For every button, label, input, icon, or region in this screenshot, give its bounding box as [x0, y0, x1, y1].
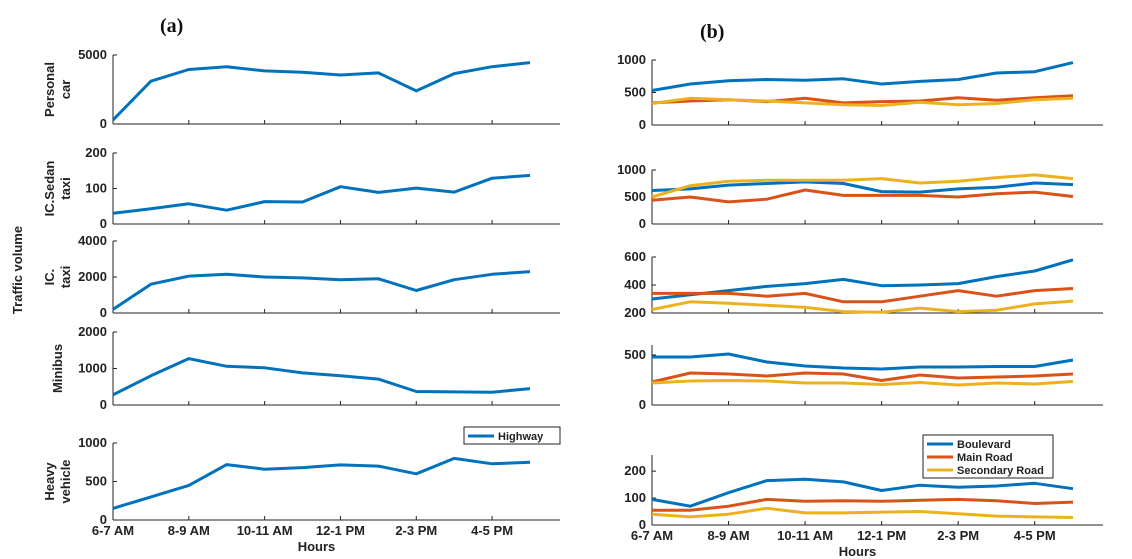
x-axis-label-a-5: Hours — [298, 539, 336, 554]
y-tick-label-b-5: 100 — [624, 490, 646, 505]
x-tick-label-a-5: 2-3 PM — [395, 523, 437, 538]
y-label-line: IC.Sedan — [42, 161, 57, 217]
x-tick-label-a-5: 12-1 PM — [316, 523, 365, 538]
x-tick-label-a-5: 8-9 AM — [168, 523, 210, 538]
y-axis-label-a-1: Personalcar — [42, 62, 73, 117]
legend-box-a-5 — [463, 426, 561, 445]
y-axis-label-a-3: IC.taxi — [42, 266, 73, 288]
series-line-highway-a-2 — [112, 173, 531, 215]
y-tick-label-b-1: 1000 — [617, 52, 646, 67]
y-tick-label-a-5: 1000 — [78, 435, 107, 450]
x-tick-label-a-5: 4-5 PM — [471, 523, 513, 538]
y-tick-label-a-1: 5000 — [78, 47, 107, 62]
y-tick-label-b-3: 200 — [624, 305, 646, 320]
y-label-line: taxi — [58, 266, 73, 288]
y-tick-label-a-1: 0 — [100, 116, 107, 131]
y-tick-label-b-1: 0 — [639, 117, 646, 132]
y-axis-label-a-5: Heavyvehicle — [42, 459, 73, 503]
y-tick-label-a-4: 0 — [100, 397, 107, 412]
series-line-main-road-b-4 — [651, 371, 1074, 384]
y-label-line: IC. — [42, 269, 57, 286]
y-label-line: taxi — [58, 177, 73, 199]
y-tick-label-a-2: 100 — [85, 181, 107, 196]
y-tick-label-a-3: 2000 — [78, 269, 107, 284]
panel-a-label: (a) — [160, 15, 183, 37]
series-line-boulevard-b-1 — [651, 61, 1074, 92]
series-line-highway-a-5 — [112, 456, 531, 510]
subplots-group: 05000Personalcar0100200IC.Sedantaxi02000… — [42, 47, 1103, 559]
y-tick-label-a-5: 500 — [85, 474, 107, 489]
series-line-boulevard-b-2 — [651, 180, 1074, 194]
y-tick-label-a-3: 4000 — [78, 233, 107, 248]
legend-label-highway: Highway — [498, 431, 544, 443]
series-line-main-road-b-3 — [652, 287, 1074, 304]
series-line-highway-a-4 — [112, 357, 531, 397]
y-tick-label-b-4: 500 — [624, 347, 646, 362]
y-tick-label-b-4: 0 — [639, 397, 646, 412]
x-tick-label-b-5: 4-5 PM — [1014, 528, 1056, 543]
y-axis-label-a-2: IC.Sedantaxi — [42, 161, 73, 217]
y-tick-label-b-5: 0 — [639, 517, 646, 532]
x-tick-label-a-5: 6-7 AM — [92, 523, 134, 538]
y-tick-label-a-4: 1000 — [78, 361, 107, 376]
legend-label-boulevard: Boulevard — [957, 439, 1011, 451]
y-tick-label-a-2: 0 — [100, 216, 107, 231]
legend-label-main-road: Main Road — [957, 452, 1013, 464]
y-label-line: Heavy — [42, 462, 57, 501]
y-axis-label-a-4: Minibus — [50, 344, 65, 393]
legend-a-5: Highway — [463, 426, 561, 445]
y-tick-label-a-3: 0 — [100, 305, 107, 320]
common-y-label: Traffic volume — [10, 226, 25, 314]
y-tick-label-b-2: 1000 — [617, 162, 646, 177]
x-tick-label-a-5: 10-11 AM — [237, 523, 293, 538]
x-tick-label-b-5: 12-1 PM — [857, 528, 906, 543]
series-line-boulevard-b-4 — [652, 352, 1074, 371]
x-tick-label-b-5: 6-7 AM — [631, 528, 673, 543]
x-tick-label-b-5: 10-11 AM — [777, 528, 833, 543]
y-tick-label-b-2: 0 — [639, 216, 646, 231]
y-tick-label-a-2: 200 — [85, 145, 107, 160]
series-line-secondary-road-b-5 — [651, 506, 1074, 519]
y-tick-label-b-3: 400 — [624, 277, 646, 292]
y-tick-label-b-5: 200 — [624, 463, 646, 478]
series-line-secondary-road-b-4 — [651, 379, 1074, 387]
y-label-line: vehicle — [58, 459, 73, 503]
y-label-line: car — [58, 80, 73, 100]
y-tick-label-b-1: 500 — [624, 85, 646, 100]
x-axis-label-b-5: Hours — [839, 544, 877, 559]
series-line-secondary-road-b-3 — [651, 299, 1074, 314]
legend-label-secondary-road: Secondary Road — [957, 465, 1044, 477]
y-label-line: Personal — [42, 62, 57, 117]
y-tick-label-b-3: 600 — [624, 249, 646, 264]
series-line-main-road-b-5 — [652, 497, 1074, 512]
series-line-boulevard-b-5 — [651, 477, 1074, 508]
series-line-highway-a-1 — [111, 61, 531, 121]
x-tick-label-b-5: 8-9 AM — [707, 528, 749, 543]
y-tick-label-a-5: 0 — [100, 512, 107, 527]
x-tick-label-b-5: 2-3 PM — [937, 528, 979, 543]
y-tick-label-b-2: 500 — [624, 189, 646, 204]
y-tick-label-a-4: 2000 — [78, 324, 107, 339]
series-line-secondary-road-b-2 — [651, 173, 1074, 199]
series-line-secondary-road-b-1 — [651, 96, 1074, 107]
series-line-boulevard-b-3 — [651, 258, 1074, 301]
series-line-highway-a-3 — [112, 270, 531, 311]
panel-b-label: (b) — [700, 21, 724, 43]
series-line-main-road-b-2 — [651, 188, 1074, 204]
